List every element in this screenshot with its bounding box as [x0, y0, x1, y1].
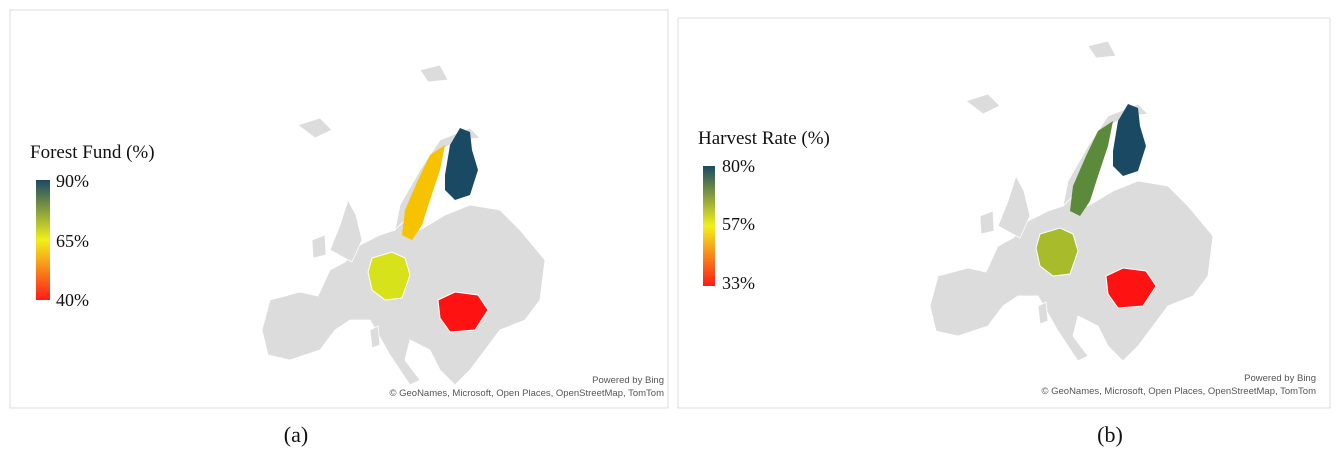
attribution-credits: © GeoNames, Microsoft, Open Places, Open…: [389, 388, 664, 399]
attribution-powered: Powered by Bing: [592, 375, 664, 386]
legend-gradient: [703, 166, 715, 286]
sweden: [1070, 121, 1113, 216]
legend-tick: 80%: [722, 156, 755, 176]
legend-tick: 57%: [722, 214, 755, 234]
caption: (b): [1097, 422, 1123, 447]
legend-tick: 65%: [56, 231, 89, 251]
legend-gradient: [36, 180, 50, 300]
legend-tick: 33%: [722, 273, 755, 293]
legend-tick: 90%: [56, 171, 89, 191]
panel-b: Harvest Rate (%) 80% 57% 33% Powered by …: [677, 17, 1331, 447]
caption: (a): [284, 422, 308, 447]
romania: [1105, 267, 1157, 309]
finland: [445, 128, 478, 200]
finland: [1113, 104, 1146, 176]
legend-title: Harvest Rate (%): [698, 128, 830, 149]
panel-a: Forest Fund (%) 90% 65% 40% Powered by B…: [9, 9, 669, 447]
germany: [1035, 227, 1079, 277]
panel-frame: [9, 9, 669, 409]
romania: [437, 291, 489, 333]
legend-tick: 40%: [56, 290, 89, 310]
attribution-powered: Powered by Bing: [1244, 373, 1316, 384]
legend-title: Forest Fund (%): [30, 142, 155, 163]
sweden: [402, 145, 445, 240]
germany: [367, 251, 411, 301]
attribution-credits: © GeoNames, Microsoft, Open Places, Open…: [1041, 386, 1316, 397]
